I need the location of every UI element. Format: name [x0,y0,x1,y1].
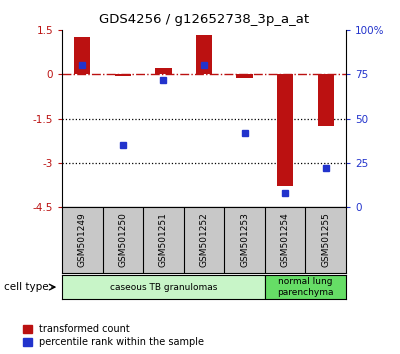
Text: GSM501249: GSM501249 [78,212,87,267]
Text: GSM501253: GSM501253 [240,212,249,267]
Bar [236,74,253,78]
Text: GSM501252: GSM501252 [200,212,208,267]
Bar [74,38,90,74]
Text: caseous TB granulomas: caseous TB granulomas [110,282,217,292]
Text: GSM501251: GSM501251 [159,212,168,267]
Title: GDS4256 / g12652738_3p_a_at: GDS4256 / g12652738_3p_a_at [99,13,309,26]
Bar [155,68,172,74]
Bar [318,74,334,126]
Text: GSM501255: GSM501255 [321,212,330,267]
Bar [265,275,346,299]
Bar [277,74,293,187]
Text: GSM501250: GSM501250 [118,212,127,267]
Bar [196,35,212,74]
Text: cell type: cell type [4,282,49,292]
Legend: transformed count, percentile rank within the sample: transformed count, percentile rank withi… [21,322,206,349]
Text: normal lung
parenchyma: normal lung parenchyma [277,278,334,297]
Bar [115,74,131,76]
Bar [62,275,265,299]
Text: GSM501254: GSM501254 [281,212,290,267]
